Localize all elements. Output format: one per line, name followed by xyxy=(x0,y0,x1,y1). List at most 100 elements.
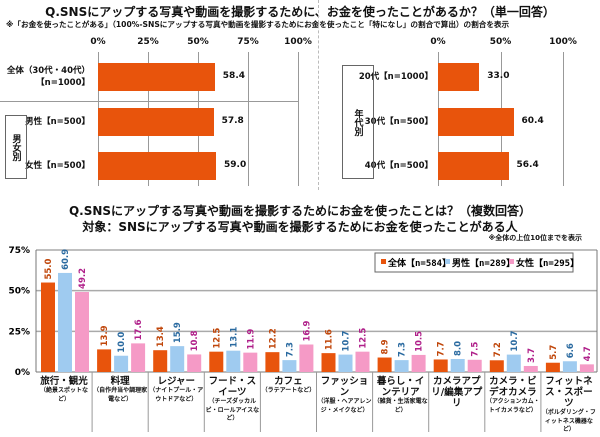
bar xyxy=(187,354,202,372)
data-label: 5.7 xyxy=(549,345,559,360)
data-label: 59.0 xyxy=(224,160,247,170)
bar xyxy=(562,361,577,372)
category-sub: （雑貨・生活家電など） xyxy=(373,398,428,414)
bar xyxy=(394,360,409,372)
bar xyxy=(243,352,258,372)
bar xyxy=(545,362,560,372)
bar xyxy=(170,346,185,372)
data-label: 7.5 xyxy=(471,342,481,357)
data-label: 10.8 xyxy=(190,330,200,351)
y-tick-label: 75% xyxy=(8,246,30,256)
gridline xyxy=(248,52,249,186)
category-sub: （洋服・ヘアアレンジ・メイクなど） xyxy=(317,398,372,414)
data-label: 55.0 xyxy=(44,258,54,279)
data-label: 58.4 xyxy=(222,71,246,81)
group-label: 男女別 xyxy=(5,115,27,179)
bar xyxy=(209,351,224,372)
bar xyxy=(265,352,280,372)
data-label: 56.4 xyxy=(516,160,539,170)
bar xyxy=(299,344,314,372)
bar xyxy=(97,349,112,372)
category-sub: （自作弁当や調理家電など） xyxy=(93,387,148,403)
category-label: フード・スイーツ （チーズダッカルビ・ロールアイスなど） xyxy=(204,376,260,424)
bar xyxy=(98,152,216,180)
row-label: 全体（30代・40代）【n=1000】 xyxy=(6,66,90,88)
category-label: 旅行・観光 （絶景スポットなど） xyxy=(36,376,92,404)
row-label: 20代【n=1000】 xyxy=(358,72,433,82)
legend-swatch xyxy=(381,259,386,264)
category-label: ファッション （洋服・ヘアアレンジ・メイクなど） xyxy=(317,376,373,415)
data-label: 8.9 xyxy=(381,339,391,354)
bar xyxy=(58,272,72,372)
bottom-title: Q.SNSにアップする写真や動画を撮影するためにお金を使ったことは？（複数回答） xyxy=(68,204,532,218)
category-name: 旅行・観光 xyxy=(40,376,88,387)
bar xyxy=(467,359,482,372)
legend-label: 女性【n=295】 xyxy=(516,257,579,269)
legend-label: 全体【n=584】 xyxy=(387,257,451,269)
legend xyxy=(374,252,574,273)
divider xyxy=(318,0,319,190)
data-label: 13.1 xyxy=(229,327,239,348)
bar xyxy=(523,365,538,372)
data-label: 12.5 xyxy=(359,328,369,349)
y-tick-label: 50% xyxy=(8,287,30,297)
group-label: 年代別 xyxy=(342,65,374,179)
legend-swatch xyxy=(445,259,450,264)
category-name: 料理 xyxy=(110,376,130,387)
x-tick-label: 0% xyxy=(430,37,446,47)
row-label: 40代【n=500】 xyxy=(364,161,433,171)
top-title: Q.SNSにアップする写真や動画を撮影するために、お金を使ったことがあるか？（単… xyxy=(45,5,555,19)
data-label: 13.4 xyxy=(156,326,166,347)
row-label: 30代【n=500】 xyxy=(364,117,433,127)
data-label: 15.9 xyxy=(173,322,183,343)
data-label: 11.6 xyxy=(325,329,335,350)
data-label: 10.7 xyxy=(342,331,352,352)
category-name: カメラアプリ/編集アプリ xyxy=(431,376,483,409)
data-label: 7.3 xyxy=(398,342,408,357)
category-name: 暮らし・インテリア xyxy=(376,376,425,398)
x-tick-label: 50% xyxy=(187,37,209,47)
bar xyxy=(411,354,426,372)
bar xyxy=(98,63,215,91)
bar xyxy=(433,359,448,372)
y-tick-label: 0% xyxy=(15,368,30,378)
bottom-note: ※全体の上位10位までを表示 xyxy=(488,234,582,242)
bar xyxy=(98,108,214,136)
x-tick-label: 25% xyxy=(137,37,159,47)
bar xyxy=(282,360,297,372)
bar xyxy=(75,291,89,372)
category-label: 料理 （自作弁当や調理家電など） xyxy=(92,376,148,404)
data-label: 11.9 xyxy=(246,329,256,350)
bar xyxy=(226,350,241,372)
bar xyxy=(438,63,480,91)
bar xyxy=(338,354,353,372)
bar xyxy=(377,357,392,372)
row-label: 女性【n=500】 xyxy=(25,161,90,171)
bar xyxy=(355,351,370,372)
data-label: 6.6 xyxy=(566,343,576,358)
category-sub: （絶景スポットなど） xyxy=(40,387,89,403)
row-label: 男性【n=500】 xyxy=(25,117,90,127)
bar xyxy=(114,355,129,372)
data-label: 8.0 xyxy=(454,341,464,356)
x-tick-label: 75% xyxy=(237,37,259,47)
data-label: 16.9 xyxy=(302,320,312,341)
data-label: 60.9 xyxy=(61,249,71,270)
category-sub: （チーズダッカルビ・ロールアイスなど） xyxy=(205,398,260,422)
bar xyxy=(438,108,514,136)
x-tick-label: 0% xyxy=(90,37,106,47)
bar xyxy=(438,152,509,180)
legend-swatch xyxy=(509,259,514,264)
bar xyxy=(579,364,594,372)
data-label: 12.5 xyxy=(212,328,222,349)
bar xyxy=(153,350,168,372)
data-label: 60.4 xyxy=(521,116,544,126)
category-sub: （ナイトプール・アウトドアなど） xyxy=(149,387,204,403)
bar xyxy=(450,358,465,372)
bar xyxy=(506,354,521,372)
data-label: 17.6 xyxy=(134,319,144,340)
gridline xyxy=(563,52,564,186)
data-label: 10.7 xyxy=(510,331,520,352)
